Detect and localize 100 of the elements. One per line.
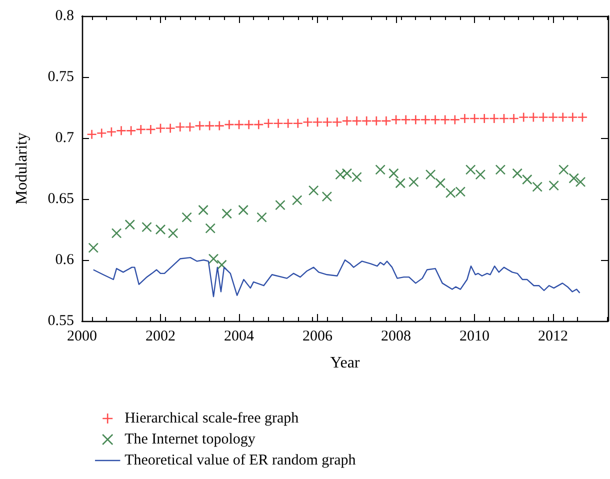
point — [577, 112, 588, 122]
point — [518, 112, 529, 122]
point — [538, 112, 548, 122]
point — [146, 124, 156, 135]
y-tick-label: 0.55 — [48, 313, 74, 329]
point — [342, 168, 352, 179]
point — [174, 122, 186, 132]
point — [361, 116, 372, 126]
x-tick-label: 2010 — [460, 328, 490, 344]
point — [184, 122, 196, 132]
point — [308, 185, 319, 196]
point — [86, 129, 97, 140]
point — [256, 212, 267, 222]
point — [522, 174, 532, 185]
x-axis-title: Year — [330, 354, 360, 372]
y-tick-label: 0.6 — [55, 252, 74, 268]
point — [182, 212, 192, 222]
point — [460, 113, 470, 124]
point — [469, 113, 480, 124]
point — [205, 223, 216, 234]
y-tick-label: 0.7 — [55, 130, 74, 146]
point — [408, 176, 419, 188]
point — [253, 119, 264, 130]
legend-label: Hierarchical scale-free graph — [124, 410, 300, 426]
point — [116, 126, 126, 136]
point — [282, 118, 294, 129]
point — [222, 208, 232, 219]
point — [234, 119, 244, 130]
y-axis-title: Modularity — [14, 132, 30, 204]
point — [263, 118, 274, 129]
point — [292, 195, 302, 206]
point — [312, 116, 323, 128]
point — [532, 182, 542, 192]
y-tick-label: 0.65 — [48, 191, 74, 207]
point — [445, 188, 456, 198]
point — [498, 113, 510, 124]
point — [450, 114, 460, 125]
point — [322, 116, 332, 128]
point — [395, 178, 406, 188]
point — [352, 116, 362, 126]
point — [335, 169, 346, 180]
point — [244, 119, 254, 130]
point — [208, 254, 219, 264]
point — [440, 114, 450, 125]
point — [489, 113, 500, 124]
point — [273, 118, 284, 129]
point — [96, 128, 107, 138]
x-tick-label: 2012 — [538, 328, 568, 344]
point — [390, 114, 402, 125]
point — [142, 222, 152, 232]
point — [124, 219, 136, 230]
point — [352, 172, 362, 182]
point — [194, 120, 205, 131]
point — [224, 119, 234, 130]
x-tick-label: 2000 — [67, 328, 97, 344]
point — [425, 169, 436, 180]
point — [375, 164, 386, 175]
point — [198, 204, 208, 216]
y-tick-label: 0.75 — [48, 69, 74, 85]
point — [410, 114, 421, 125]
point — [342, 116, 352, 126]
point — [558, 164, 569, 175]
point — [126, 126, 136, 136]
point — [455, 186, 466, 197]
point — [302, 116, 313, 128]
point — [106, 126, 117, 138]
point — [275, 200, 286, 210]
x-tick-label: 2004 — [224, 328, 255, 344]
point — [568, 173, 579, 184]
point — [292, 118, 304, 129]
point — [214, 120, 225, 131]
point — [475, 169, 486, 180]
point — [568, 112, 578, 122]
point — [88, 242, 99, 253]
point — [322, 191, 332, 202]
point — [558, 112, 568, 122]
point — [512, 168, 522, 179]
legend-label: The Internet topology — [124, 432, 256, 448]
point — [381, 116, 392, 126]
point — [165, 123, 176, 134]
point — [465, 164, 476, 175]
point — [111, 228, 122, 238]
point — [495, 164, 506, 175]
point — [332, 116, 342, 128]
legend-label: Theoretical value of ER random graph — [124, 452, 356, 468]
point — [430, 114, 440, 125]
y-tick-label: 0.8 — [55, 8, 74, 24]
point — [435, 178, 446, 188]
point — [548, 180, 559, 191]
point — [155, 224, 166, 235]
x-tick-label: 2006 — [302, 328, 334, 344]
point — [388, 168, 399, 179]
point — [548, 112, 558, 122]
point — [216, 260, 227, 270]
point — [155, 123, 166, 134]
x-tick-label: 2008 — [381, 328, 412, 344]
point — [575, 176, 586, 188]
point — [168, 228, 178, 238]
point — [136, 124, 146, 135]
point — [479, 113, 490, 124]
